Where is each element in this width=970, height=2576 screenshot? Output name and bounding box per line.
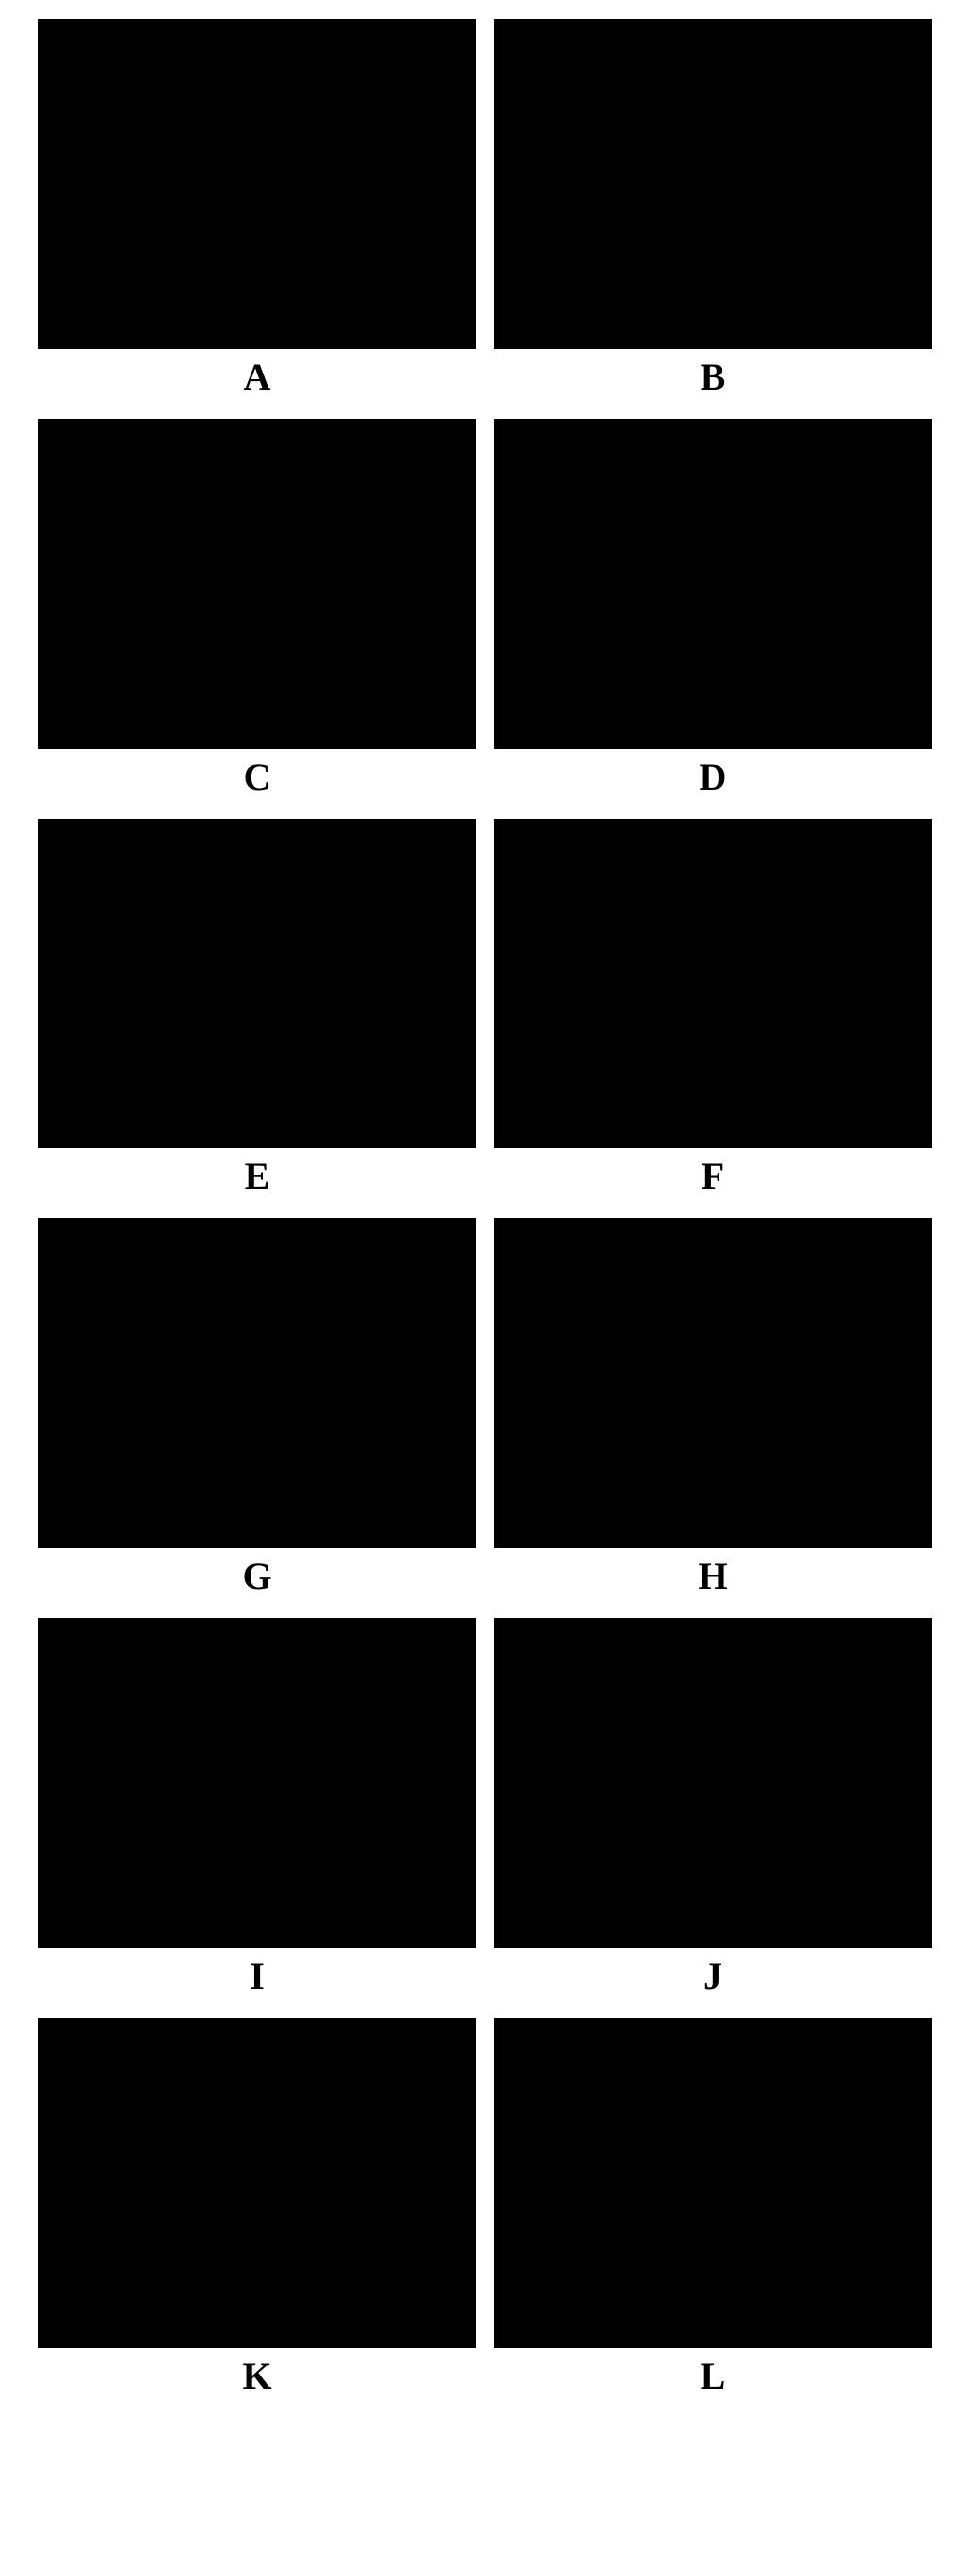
panel-wrap: A xyxy=(38,19,476,396)
panel-label: B xyxy=(701,358,726,396)
panel-image xyxy=(494,1218,932,1548)
panel-wrap: G xyxy=(38,1218,476,1595)
panel-image xyxy=(38,419,476,749)
panel-label: H xyxy=(698,1558,727,1595)
panel-label: J xyxy=(703,1958,722,1995)
panel-label: D xyxy=(700,758,727,796)
panel-wrap: H xyxy=(494,1218,932,1595)
panel-wrap: C xyxy=(38,419,476,796)
panel-label: C xyxy=(244,758,271,796)
panel-image xyxy=(38,819,476,1149)
panel-wrap: F xyxy=(494,819,932,1196)
panel-image xyxy=(494,19,932,349)
panel-image xyxy=(38,1218,476,1548)
panel-label: F xyxy=(702,1157,724,1195)
panel-image xyxy=(38,2018,476,2348)
panel-image xyxy=(38,19,476,349)
panel-image xyxy=(494,819,932,1149)
panel-label: A xyxy=(244,358,271,396)
panel-label: E xyxy=(245,1157,270,1195)
panel-wrap: I xyxy=(38,1618,476,1995)
figure-panel-grid: A B C D E F G H I J K L xyxy=(38,19,932,2418)
panel-image xyxy=(494,419,932,749)
panel-wrap: J xyxy=(494,1618,932,1995)
panel-wrap: K xyxy=(38,2018,476,2395)
panel-label: I xyxy=(250,1958,265,1995)
panel-wrap: E xyxy=(38,819,476,1196)
panel-image xyxy=(494,2018,932,2348)
panel-label: K xyxy=(242,2358,271,2395)
panel-label: L xyxy=(701,2358,726,2395)
panel-wrap: D xyxy=(494,419,932,796)
panel-image xyxy=(38,1618,476,1948)
panel-wrap: L xyxy=(494,2018,932,2395)
panel-wrap: B xyxy=(494,19,932,396)
panel-image xyxy=(494,1618,932,1948)
panel-label: G xyxy=(242,1558,271,1595)
